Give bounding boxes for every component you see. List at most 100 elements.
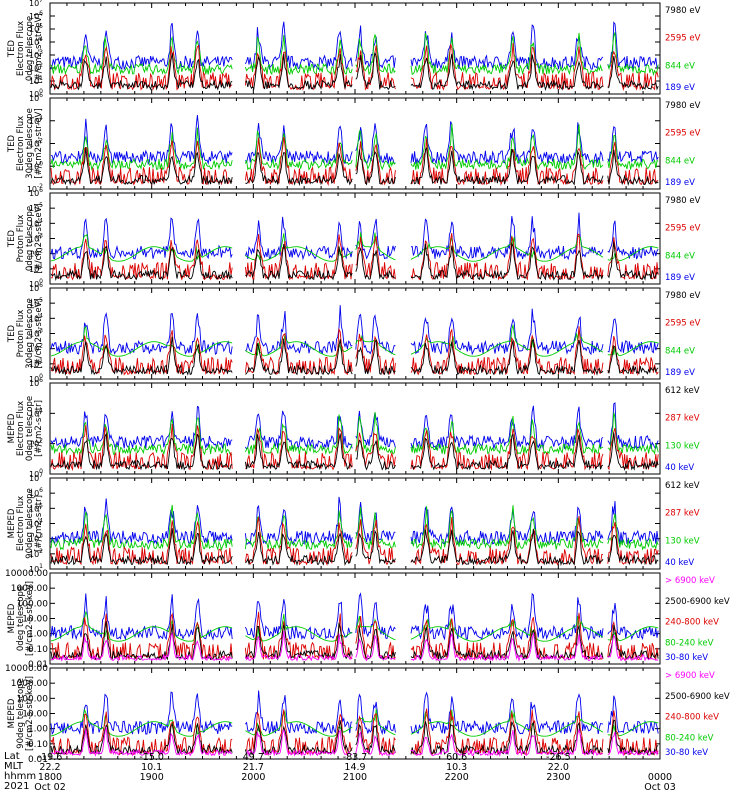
y-tick-label: 102 — [29, 548, 43, 559]
legend-entry: 189 eV — [665, 368, 695, 378]
series-trace — [50, 52, 659, 91]
series-trace — [50, 621, 659, 662]
xaxis-hhmm-label: 2200 — [445, 772, 469, 783]
y-tick-label: 10000.00 — [5, 569, 48, 579]
legend-entry: 7980 eV — [665, 291, 701, 301]
series-trace — [50, 136, 659, 187]
series-trace — [50, 233, 659, 281]
legend-entry: > 6900 keV — [665, 576, 715, 586]
y-axis-label-line: Electron Flux — [16, 496, 26, 551]
y-axis-label-line: 30deg telescope — [25, 298, 35, 369]
legend-entry: 844 eV — [665, 156, 695, 166]
y-tick-label: 106 — [29, 10, 43, 21]
legend-entry: 2595 eV — [665, 224, 701, 234]
y-axis-label-line: [#/cm2-s-str-keV] — [25, 676, 35, 751]
y-axis-label-line: 0deg telescope — [16, 586, 26, 651]
legend-entry: > 6900 keV — [665, 671, 715, 681]
xaxis-lat-label: -26.5 — [546, 752, 571, 763]
y-axis-label-line: [#/cm2-s-str] — [34, 495, 44, 552]
legend-entry: 189 eV — [665, 83, 695, 93]
y-axis-label-line: TED — [7, 229, 17, 248]
y-axis-label-line: Electron Flux — [16, 401, 26, 456]
legend-entry: 130 keV — [665, 536, 700, 546]
legend-entry: 7980 eV — [665, 101, 701, 111]
y-axis-label-line: 0deg telescope — [25, 396, 35, 461]
legend-entry: 844 eV — [665, 346, 695, 356]
y-tick-label: 103 — [29, 233, 43, 244]
y-axis-label-line: [#/cm2-s-str-eV] — [34, 108, 44, 178]
xaxis-row-label-mlt: MLT — [4, 761, 23, 772]
xaxis-mlt-label: 10.3 — [446, 762, 467, 773]
y-tick-label: 106 — [29, 487, 43, 498]
y-tick-label: 103 — [29, 328, 43, 339]
legend-entry: 80-240 keV — [665, 733, 714, 743]
y-tick-label: 101 — [29, 75, 43, 86]
xaxis-lat-label: -83.7 — [343, 752, 368, 763]
y-tick-label: 105 — [29, 202, 43, 213]
y-axis-label-line: [#/cm2-s-str] — [34, 400, 44, 457]
legend-entry: 7980 eV — [665, 6, 701, 16]
panel-frame — [49, 287, 661, 380]
y-tick-label: 0.10 — [28, 645, 48, 655]
series-trace — [50, 496, 659, 546]
y-axis-label-line: [#/cm2-s-str-keV] — [25, 581, 35, 656]
y-tick-label: 104 — [29, 407, 43, 418]
y-tick-label: 106 — [29, 92, 43, 103]
y-tick-label: 100 — [29, 468, 43, 479]
series-trace — [50, 336, 659, 376]
legend-entry: 2595 eV — [665, 129, 701, 139]
y-tick-label: 1000.00 — [11, 679, 48, 689]
series-trace — [50, 515, 659, 567]
legend-entry: 80-240 keV — [665, 638, 714, 648]
legend-entry: 844 eV — [665, 251, 695, 261]
xaxis-hhmm-label: 1900 — [140, 772, 164, 783]
y-axis-label-line: 90deg telescope — [16, 678, 26, 749]
xaxis-date-label: Oct 03 — [644, 782, 676, 793]
y-tick-label: 10.00 — [22, 615, 48, 625]
y-tick-label: 106 — [29, 282, 43, 293]
y-tick-label: 1.00 — [28, 630, 48, 640]
y-axis-label-line: TED — [7, 39, 17, 58]
series-trace — [50, 528, 659, 567]
xaxis-row-label-lat: Lat — [4, 751, 20, 762]
xaxis-row-label-year: 2021 — [4, 781, 30, 792]
panel-frame — [49, 667, 661, 760]
series-trace — [50, 592, 659, 641]
y-tick-label: 107 — [29, 0, 43, 8]
y-tick-label: 104 — [29, 115, 43, 126]
y-tick-label: 100.00 — [17, 694, 49, 704]
xaxis-hhmm-label: 2000 — [241, 772, 265, 783]
y-tick-label: 10000.00 — [5, 664, 48, 674]
xaxis-lat-label: -19.6 — [38, 752, 63, 763]
series-trace — [50, 504, 659, 552]
y-tick-label: 104 — [29, 518, 43, 529]
y-axis-label-line: Electron Flux — [16, 116, 26, 171]
y-tick-label: 0.01 — [28, 755, 48, 765]
xaxis-hhmm-label: 2300 — [546, 772, 570, 783]
y-tick-label: 101 — [29, 358, 43, 369]
series-trace — [50, 32, 659, 77]
legend-entry: 2500-6900 keV — [665, 692, 730, 702]
legend-entry: 240-800 keV — [665, 713, 719, 723]
series-trace — [50, 241, 659, 282]
y-tick-label: 100.00 — [17, 599, 49, 609]
xaxis-mlt-label: 22.0 — [548, 762, 569, 773]
legend-entry: 612 keV — [665, 386, 700, 396]
series-trace — [50, 726, 659, 758]
y-tick-label: 1.00 — [28, 725, 48, 735]
xaxis-hhmm-label: 1800 — [38, 772, 62, 783]
series-trace — [50, 423, 659, 472]
series-trace — [50, 21, 659, 71]
legend-entry: 7980 eV — [665, 196, 701, 206]
series-trace — [50, 432, 659, 471]
y-tick-label: 10-2 — [27, 183, 43, 194]
legend-entry: 189 eV — [665, 178, 695, 188]
y-axis-label-line: 0deg telescope — [25, 206, 35, 271]
legend-entry: 287 keV — [665, 414, 700, 424]
legend-entry: 287 keV — [665, 509, 700, 519]
series-trace — [50, 630, 659, 663]
y-axis-label-line: [#/cm2-s-str-eV] — [34, 203, 44, 273]
y-tick-label: 10.00 — [22, 710, 48, 720]
panel-frame — [49, 2, 661, 95]
